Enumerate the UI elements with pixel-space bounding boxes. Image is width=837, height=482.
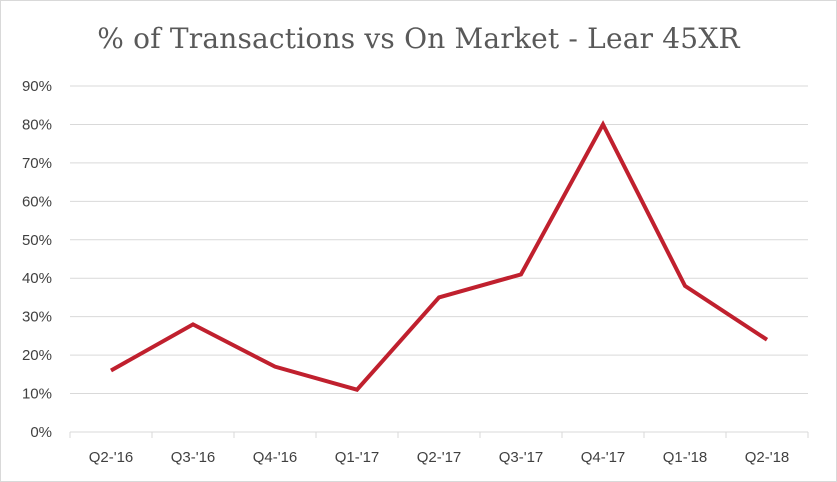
x-tick-label: Q3-'16: [171, 449, 216, 466]
y-tick-label: 0%: [30, 424, 52, 441]
y-axis-tick-labels: 0% 10% 20% 30% 40% 50% 60% 70% 80% 90%: [22, 78, 52, 441]
gridlines: [69, 85, 809, 438]
x-tick-label: Q1-'18: [663, 449, 708, 466]
y-tick-label: 50%: [22, 232, 52, 249]
y-tick-label: 40%: [22, 270, 52, 287]
x-tick-label: Q2-'16: [89, 449, 134, 466]
y-tick-label: 10%: [22, 386, 52, 403]
series-layer: [110, 120, 769, 392]
y-tick-label: 60%: [22, 193, 52, 210]
y-tick-label: 90%: [22, 78, 52, 95]
y-tick-label: 70%: [22, 155, 52, 172]
x-tick-label: Q2-'17: [417, 449, 462, 466]
x-tick-label: Q2-'18: [745, 449, 790, 466]
x-tick-label: Q1-'17: [335, 449, 380, 466]
x-tick-label: Q4-'17: [581, 449, 626, 466]
x-tick-label: Q3-'17: [499, 449, 544, 466]
x-tick-label: Q4-'16: [253, 449, 298, 466]
y-tick-label: 20%: [22, 347, 52, 364]
chart-title: % of Transactions vs On Market - Lear 45…: [97, 22, 740, 55]
x-axis-tick-labels: Q2-'16 Q3-'16 Q4-'16 Q1-'17 Q2-'17 Q3-'17 Q4-'…: [89, 449, 790, 466]
y-tick-label: 80%: [22, 116, 52, 133]
y-tick-label: 30%: [22, 309, 52, 326]
series-line: [110, 120, 769, 392]
